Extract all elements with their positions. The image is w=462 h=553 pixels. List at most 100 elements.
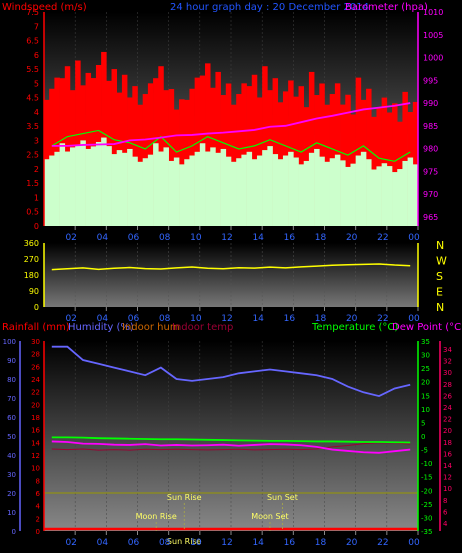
humidity-tick-label: 40: [7, 452, 16, 460]
barometer-tick-label: 975: [423, 167, 438, 176]
gust-bar: [241, 83, 247, 226]
dewpoint-line: [51, 440, 411, 454]
average-bar: [412, 164, 418, 226]
gust-bar: [381, 97, 388, 226]
direction-series: [51, 263, 411, 271]
barometer-tick-label: 1000: [423, 54, 443, 63]
windspeed-tick-label: 2: [34, 165, 39, 174]
temperature-tick-label: -5: [421, 447, 428, 455]
humidity-tick-label: 10: [7, 509, 16, 517]
direction-x-tick-label: 16: [284, 314, 296, 324]
rain-tick-label: 30: [31, 338, 40, 346]
temperature-tick-label: -20: [421, 487, 432, 495]
temperature-line: [51, 436, 411, 444]
average-bar: [324, 161, 330, 226]
direction-x-tick-label: 08: [159, 314, 171, 324]
gust-bar: [334, 83, 341, 226]
average-bar: [153, 143, 159, 226]
gust-bar: [132, 86, 138, 226]
average-bar: [80, 140, 86, 226]
average-bar: [44, 159, 50, 226]
dewpoint-tick-label: 20: [443, 427, 452, 435]
average-bar: [397, 169, 403, 226]
humidity-line: [51, 345, 411, 398]
graph-title: 24 hour graph day : 20 December 2014: [170, 2, 369, 13]
climate-plot-area: [44, 341, 418, 531]
direction-grid: [74, 243, 388, 307]
average-bar: [90, 146, 97, 226]
average-bar: [168, 160, 175, 226]
legend-dew-point: Dew Point (°C): [392, 322, 462, 333]
windspeed-tick-label: 3: [34, 136, 39, 145]
dewpoint-tick-label: 18: [443, 439, 452, 447]
humidity-tick-label: 80: [7, 376, 16, 384]
rain-tick-label: 28: [31, 351, 40, 359]
climate-x-tick-label: 04: [97, 538, 109, 548]
dewpoint-tick-label: 26: [443, 392, 452, 400]
humidity-tick-label: 100: [3, 338, 16, 346]
wind-x-tick-label: 08: [159, 233, 171, 243]
rain-tick-label: 2: [36, 515, 40, 523]
windspeed-tick-label: 1.5: [26, 179, 39, 188]
humidity-tick-label: 20: [7, 490, 16, 498]
barometer-tick-label: 995: [423, 76, 438, 85]
climate-x-tick-label: 18: [315, 538, 327, 548]
average-bar: [272, 154, 279, 226]
average-bar: [101, 137, 107, 226]
rain-tick-label: 10: [31, 465, 40, 473]
windspeed-tick-label: 7.5: [26, 8, 39, 17]
average-bar: [256, 155, 263, 226]
average-bar: [246, 151, 253, 226]
event-label: Sun Set: [267, 493, 298, 502]
average-bar: [303, 160, 310, 226]
dewpoint-tick-label: 22: [443, 416, 452, 424]
rain-tick-label: 24: [31, 376, 40, 384]
wind-x-tick-label: 12: [221, 233, 232, 243]
average-bar: [132, 156, 138, 226]
gust-bar: [308, 71, 315, 226]
wind-x-tick-label: 06: [128, 233, 140, 243]
average-bar: [95, 141, 102, 226]
average-bar: [184, 159, 190, 226]
windspeed-tick-label: 3.5: [26, 122, 39, 131]
gust-bar: [147, 83, 154, 226]
dewpoint-tick-label: 34: [443, 346, 452, 354]
average-bar: [334, 154, 341, 226]
average-bar: [54, 151, 60, 226]
windspeed-tick-label: 2.5: [26, 151, 39, 160]
direction-x-tick-label: 02: [65, 314, 76, 324]
average-bar: [381, 163, 388, 226]
event-label: Moon Set: [251, 512, 288, 521]
climate-x-tick-label: 00: [408, 538, 420, 548]
barometer-axis-title: Barometer (hpa): [345, 2, 428, 13]
rain-tick-label: 18: [31, 414, 40, 422]
dewpoint-tick-label: 28: [443, 381, 452, 389]
windspeed-tick-label: 1: [34, 193, 39, 202]
average-bar: [189, 155, 195, 226]
legend-indoor-hum: Indoor hum: [122, 322, 180, 333]
average-bar: [210, 147, 216, 226]
gust-bar: [412, 101, 418, 226]
gust-bar: [194, 77, 201, 226]
average-bar: [231, 161, 237, 226]
gust-bar: [319, 83, 325, 226]
average-bar: [127, 148, 133, 226]
windspeed-tick-label: 4.5: [26, 94, 39, 103]
wind-x-tick-label: 00: [408, 233, 420, 243]
rain-tick-label: 0: [36, 528, 40, 536]
gust-bar: [345, 94, 351, 226]
windspeed-tick-label: 6.5: [26, 37, 39, 46]
barometer-tick-label: 980: [423, 145, 438, 154]
temperature-tick-label: -25: [421, 501, 432, 509]
temperature-tick-label: 35: [421, 338, 430, 346]
rain-tick-label: 22: [31, 389, 40, 397]
average-bar: [179, 164, 185, 226]
gust-bar: [355, 77, 362, 226]
temperature-tick-label: -10: [421, 460, 432, 468]
rain-tick-label: 6: [36, 490, 41, 498]
legend-humidity: Humidity (%): [68, 322, 134, 333]
average-bar: [215, 152, 221, 226]
temperature-tick-label: -15: [421, 474, 432, 482]
